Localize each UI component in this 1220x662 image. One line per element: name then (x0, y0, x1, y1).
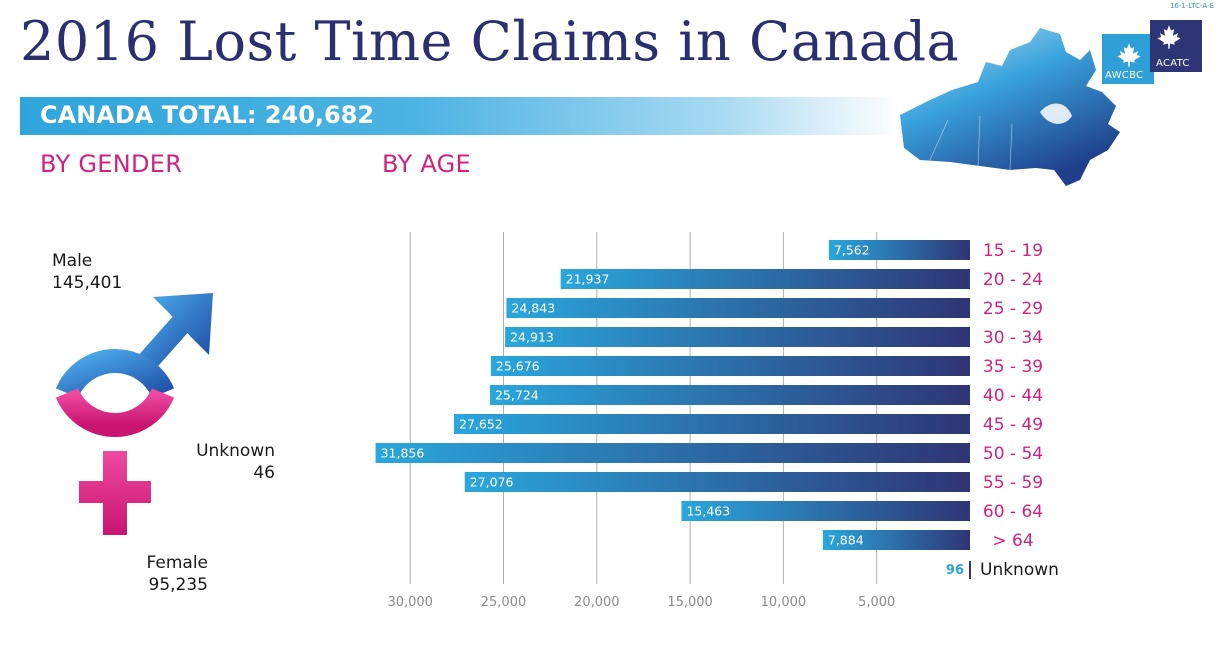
bar-value-label: 7,562 (834, 243, 870, 258)
category-label: 55 - 59 (983, 473, 1043, 493)
bar (489, 385, 970, 405)
awcbc-logo-block: AWCBC (1102, 34, 1154, 84)
x-tick-label: 5,000 (858, 595, 895, 610)
category-label: 20 - 24 (983, 270, 1043, 290)
document-code: 16-1-LTC-A-E (1169, 2, 1214, 10)
by-age-heading: BY AGE (382, 150, 471, 178)
bar-value-label: 25,676 (496, 359, 540, 374)
category-label: 40 - 44 (983, 386, 1043, 406)
bar-value-label: 21,937 (566, 272, 610, 287)
bar (490, 356, 970, 376)
awcbc-acatc-logo: AWCBC ACATC (1100, 20, 1202, 84)
bar-value-label: 15,463 (686, 504, 730, 519)
bar (822, 530, 970, 550)
x-tick-label: 30,000 (387, 595, 433, 610)
male-value: 145,401 (52, 273, 123, 293)
category-label: > 64 (992, 531, 1033, 551)
unknown-gender-stat: Unknown 46 (185, 440, 275, 484)
category-label: 30 - 34 (983, 328, 1043, 348)
by-gender-heading: BY GENDER (40, 150, 183, 178)
category-label: 35 - 39 (983, 357, 1043, 377)
unknown-gender-label: Unknown (196, 441, 275, 461)
category-label: 25 - 29 (983, 299, 1043, 319)
age-bar-chart: 30,000 25,000 20,000 15,000 10,000 5,000 7,562… (375, 232, 1059, 610)
bar-value-label: 24,913 (510, 330, 554, 345)
bar-value-label: 7,884 (828, 533, 864, 548)
total-banner-text: CANADA TOTAL: 240,682 (40, 101, 375, 129)
category-label: 45 - 49 (983, 415, 1043, 435)
maple-leaf-icon (1117, 43, 1141, 67)
acatc-logo-block: ACATC (1150, 20, 1202, 72)
category-label: Unknown (980, 560, 1059, 580)
bar-value-label: 25,724 (495, 388, 539, 403)
x-tick-label: 15,000 (667, 595, 713, 610)
gender-symbol-icon (55, 293, 213, 535)
bar-value-label: 24,843 (511, 301, 555, 316)
bar (464, 472, 970, 492)
unknown-gender-value: 46 (253, 463, 275, 483)
canada-map-icon (900, 28, 1120, 186)
category-label: 60 - 64 (983, 502, 1043, 522)
bar (375, 443, 971, 463)
bar-value-label: 96 (946, 563, 964, 578)
page-title: 2016 Lost Time Claims in Canada (20, 10, 960, 73)
maple-leaf-icon (1157, 25, 1181, 49)
female-label: Female (146, 553, 208, 573)
awcbc-logo-text: AWCBC (1105, 70, 1144, 81)
category-label: 15 - 19 (983, 241, 1043, 261)
bar-value-label: 31,856 (381, 446, 425, 461)
bar-value-label: 27,652 (459, 417, 503, 432)
total-banner: CANADA TOTAL: 240,682 (20, 97, 900, 135)
male-stat: Male 145,401 (52, 250, 122, 294)
male-label: Male (52, 251, 93, 271)
x-tick-label: 20,000 (574, 595, 620, 610)
x-tick-label: 25,000 (481, 595, 527, 610)
bar (828, 240, 970, 260)
acatc-logo-text: ACATC (1156, 58, 1190, 69)
bar (454, 414, 970, 434)
bar (506, 298, 970, 318)
bar (681, 501, 970, 521)
category-label: 50 - 54 (983, 444, 1043, 464)
female-stat: Female 95,235 (120, 552, 208, 596)
bar-value-label: 27,076 (470, 475, 514, 490)
bar (505, 327, 970, 347)
x-tick-label: 10,000 (761, 595, 807, 610)
bar (560, 269, 970, 289)
female-value: 95,235 (148, 575, 208, 595)
